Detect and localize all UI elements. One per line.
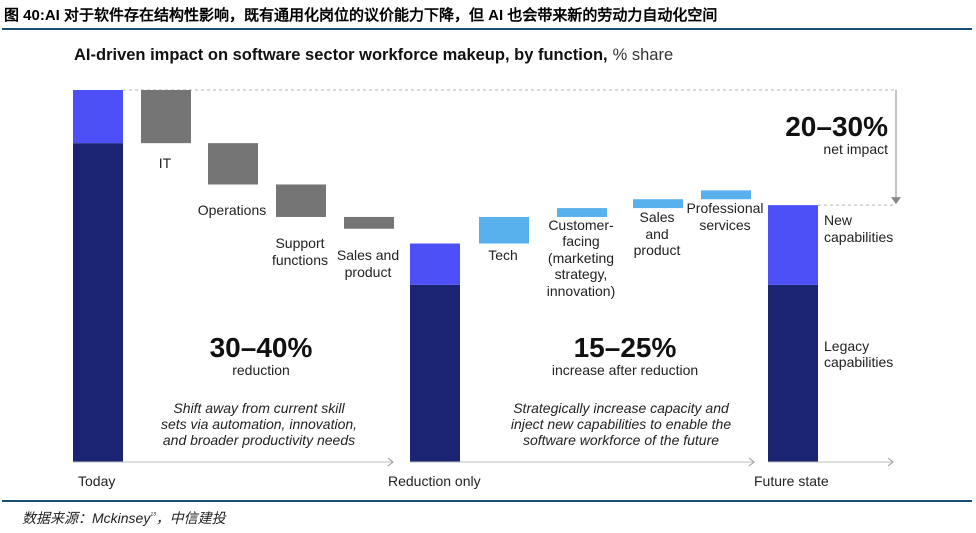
total-bar-2-segment-1 — [768, 205, 818, 285]
axis-reduction-arrow — [387, 457, 394, 467]
net-impact-label: net impact — [823, 141, 888, 157]
cat-label-sales-product-b-2: and — [645, 226, 668, 242]
axis-label-reduction-only: Reduction only — [388, 473, 481, 489]
cat-label-operations: Operations — [198, 202, 266, 218]
cat-label-sales-product-b-3: product — [634, 242, 681, 258]
reduction-label: reduction — [232, 362, 290, 378]
increase-label: increase after reduction — [552, 362, 698, 378]
reduction-note-3: and broader productivity needs — [163, 432, 355, 448]
total-bar-1-segment-1 — [410, 243, 460, 285]
reduction-bar-2 — [276, 184, 326, 217]
cat-label-customer-2: facing — [562, 233, 599, 249]
increase-bar-0 — [479, 216, 529, 244]
reduction-bar-0 — [141, 90, 191, 144]
axis-future-arrow — [887, 457, 894, 467]
cat-label-customer-4: strategy, — [555, 266, 608, 282]
legend-new-1: New — [824, 212, 853, 228]
figure-title: 图 40:AI 对于软件存在结构性影响，既有通用化岗位的议价能力下降，但 AI … — [4, 7, 718, 24]
total-bar-0-segment-1 — [73, 90, 123, 144]
increase-note-3: software workforce of the future — [523, 432, 719, 448]
increase-bar-2 — [633, 199, 683, 209]
increase-note-2: inject new capabilities to enable the — [511, 416, 731, 432]
cat-label-sales-product-2: product — [345, 264, 392, 280]
axis-increase-arrow — [748, 457, 755, 467]
reduction-bar-3 — [344, 216, 394, 229]
total-bar-1-segment-0 — [410, 284, 460, 462]
legend-legacy-2: capabilities — [824, 354, 893, 370]
cat-label-professional-2: services — [699, 217, 750, 233]
total-bar-0-segment-0 — [73, 143, 123, 462]
cat-label-customer-3: (marketing — [548, 250, 614, 266]
bottom-rule — [2, 500, 972, 502]
cat-label-support-functions-1: Support — [275, 235, 324, 251]
cat-label-sales-product-b-1: Sales — [639, 209, 674, 225]
cat-label-support-functions-2: functions — [272, 252, 328, 268]
legend-new-2: capabilities — [824, 229, 893, 245]
reduction-bar-1 — [208, 143, 258, 185]
reduction-note-1: Shift away from current skill — [173, 400, 345, 416]
top-rule — [2, 28, 972, 30]
net-impact-percent: 20–30% — [785, 111, 888, 142]
cat-label-professional-1: Professional — [686, 200, 763, 216]
total-bar-2-segment-0 — [768, 284, 818, 462]
chart-bars — [73, 90, 818, 462]
increase-note-1: Strategically increase capacity and — [513, 400, 730, 416]
axis-label-future-state: Future state — [754, 473, 829, 489]
axis-label-today: Today — [78, 473, 115, 489]
increase-bar-3 — [701, 190, 751, 200]
legend-legacy-1: Legacy — [824, 338, 869, 354]
chart-guides — [123, 89, 901, 206]
cat-label-tech: Tech — [488, 247, 518, 263]
net-impact-arrow-head — [891, 197, 901, 205]
chart-title: AI-driven impact on software sector work… — [74, 46, 673, 64]
cat-label-sales-product-1: Sales and — [337, 247, 399, 263]
cat-label-it: IT — [159, 155, 172, 171]
source-note: 数据来源：Mckinsey¹³，中信建投 — [22, 510, 226, 526]
reduction-percent: 30–40% — [210, 332, 313, 363]
cat-label-customer-5: innovation) — [547, 283, 616, 299]
increase-bar-1 — [557, 208, 607, 217]
cat-label-customer-1: Customer- — [548, 217, 614, 233]
increase-percent: 15–25% — [574, 332, 677, 363]
reduction-note-2: sets via automation, innovation, — [161, 416, 357, 432]
chart-axes — [73, 457, 894, 467]
